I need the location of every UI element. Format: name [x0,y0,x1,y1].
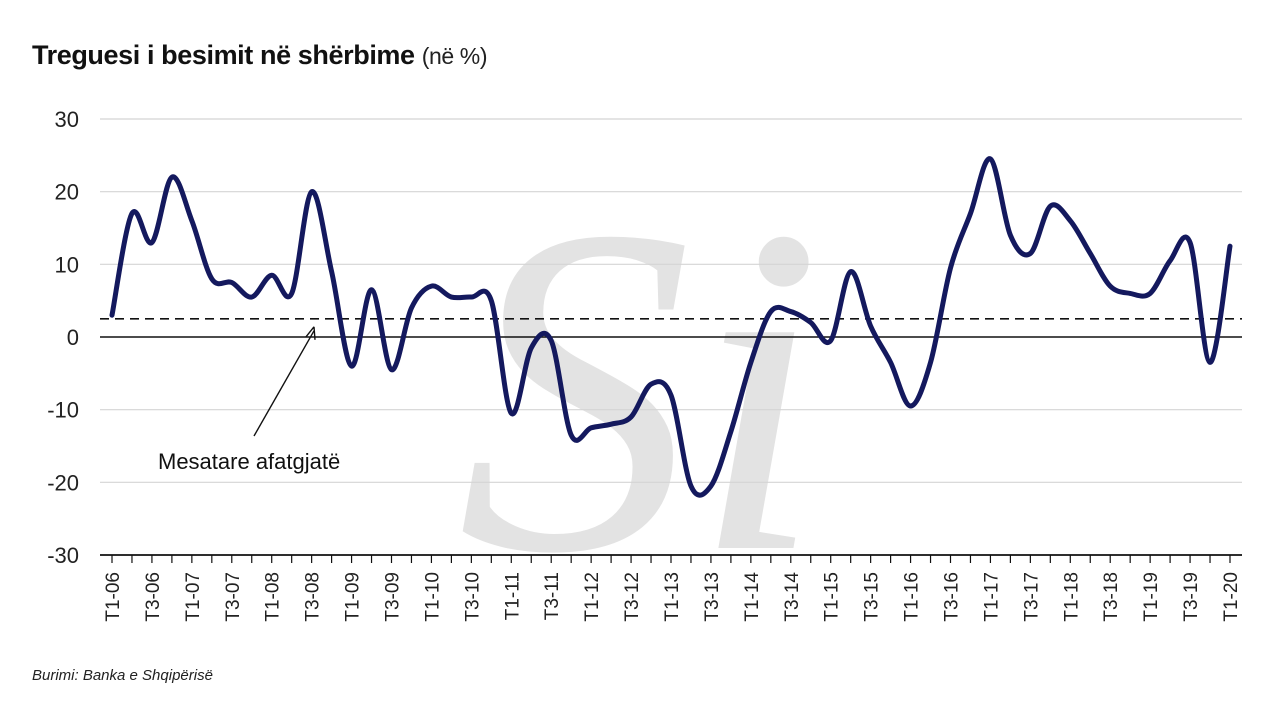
x-tick-label: T1-20 [1221,572,1242,622]
y-tick-label: -30 [47,543,79,568]
x-tick-label: T3-06 [143,572,164,622]
x-tick-label: T3-19 [1181,572,1202,622]
x-tick-label: T3-11 [542,572,563,620]
x-tick-label: T1-19 [1141,572,1162,622]
y-tick-label: -20 [47,470,79,495]
grid-lines [100,118,1242,483]
x-tick-label: T3-09 [383,572,404,622]
x-tick-label: T1-18 [1061,572,1082,622]
x-tick-label: T1-11 [502,572,523,620]
y-tick-label: 0 [67,325,79,350]
chart-title: Treguesi i besimit në shërbime (në %) [32,40,487,71]
x-tick-label: T1-15 [822,572,843,622]
y-tick-label: 20 [55,180,79,205]
chart-title-unit: (në %) [421,43,488,69]
x-tick-label: T3-12 [622,572,643,622]
x-tick-label: T1-07 [183,572,204,622]
watermark-text: Si [457,129,823,650]
annotation-arrow-line [253,330,315,437]
y-tick-label: 10 [55,252,79,277]
chart-title-main: Treguesi i besimit në shërbime [32,40,415,70]
x-tick-label: T1-10 [422,572,443,622]
x-tick-label: T3-15 [862,572,883,622]
series-line-0 [109,156,1233,498]
x-tick-label: T1-16 [902,572,923,622]
x-tick-label: T3-13 [702,572,723,622]
x-axis: T1-06 T3-06 T1-07 T3-07 T1-08 T3-08 T1-09 T3-09… [100,554,1242,622]
watermark-logo: Si [457,129,823,650]
x-tick-label: T1-12 [582,572,603,622]
x-tick-label: T1-14 [742,572,763,622]
x-tick-label: T3-18 [1101,572,1122,622]
x-tick-label: T3-17 [1021,572,1042,622]
series-group [109,156,1233,498]
y-axis-ticks: 30 20 10 0 -10 -20 -30 [47,107,79,568]
annotation-group: Mesatare afatgjatë [158,326,340,474]
x-tick-label: T3-14 [782,572,803,622]
y-tick-label: 30 [55,107,79,132]
x-tick-label: T3-07 [223,572,244,622]
x-tick-label: T3-16 [942,572,963,622]
x-tick-label: T1-13 [662,572,683,622]
y-tick-label: -10 [47,398,79,423]
x-tick-label: T3-10 [462,572,483,622]
x-tick-label: T1-08 [263,572,284,622]
x-tick-label: T1-09 [343,572,364,622]
source-note: Burimi: Banka e Shqipërisë [32,667,213,684]
x-tick-label: T1-17 [981,572,1002,622]
x-tick-label: T3-08 [303,572,324,622]
annotation-label: Mesatare afatgjatë [158,449,340,474]
x-tick-label: T1-06 [103,572,124,622]
annotation-arrow-head [305,326,316,340]
